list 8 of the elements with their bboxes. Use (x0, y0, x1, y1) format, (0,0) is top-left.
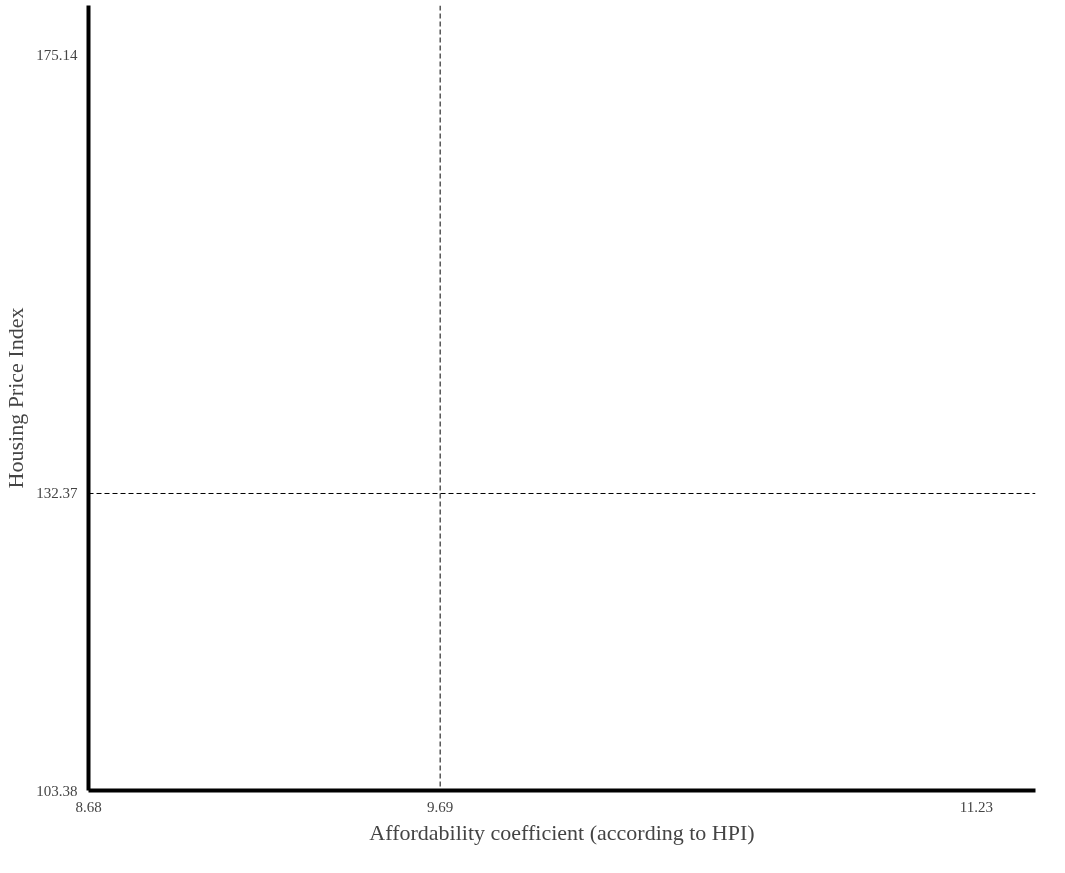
x-tick-label: 11.23 (959, 798, 993, 815)
x-tick-label: 9.69 (427, 798, 454, 815)
y-tick-label: 132.37 (36, 485, 78, 502)
y-tick-label: 175.14 (36, 47, 78, 64)
x-axis-title: Affordability coefficient (according to HPI) (369, 819, 755, 845)
x-tick-label: 8.68 (75, 798, 102, 815)
y-tick-label: 103.38 (36, 782, 78, 799)
y-axis-title: Housing Price Index (3, 307, 29, 489)
